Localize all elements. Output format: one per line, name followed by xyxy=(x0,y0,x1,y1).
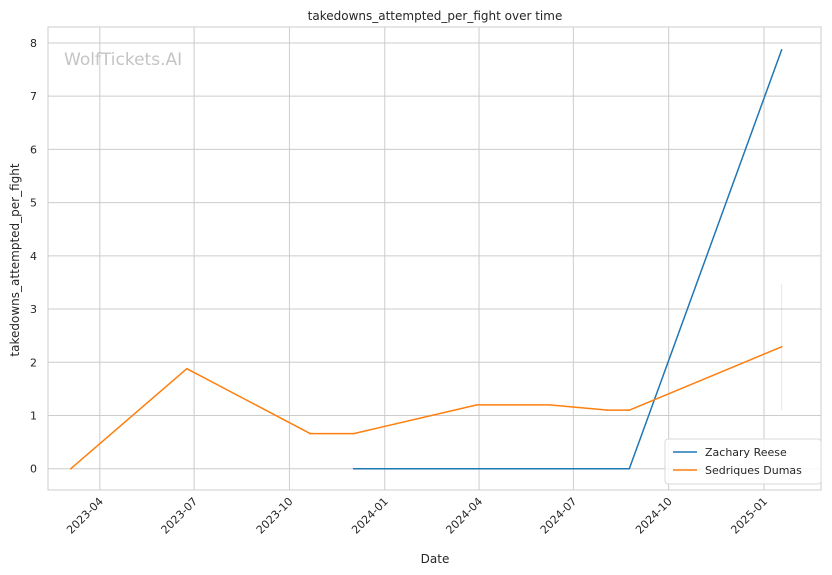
legend-label-sedriques-dumas: Sedriques Dumas xyxy=(705,464,802,477)
y-axis-title: takedowns_attempted_per_fight xyxy=(8,163,22,356)
x-tick-label: 2024-01 xyxy=(349,495,391,537)
data-point-zachary-reese xyxy=(352,467,355,470)
data-point-zachary-reese xyxy=(628,467,631,470)
data-point-sedriques-dumas xyxy=(548,404,551,406)
x-tick-label: 2023-07 xyxy=(159,495,201,537)
data-point-sedriques-dumas xyxy=(352,432,355,435)
data-point-sedriques-dumas xyxy=(628,409,631,411)
y-tick-label: 2 xyxy=(30,356,37,369)
legend-label-zachary-reese: Zachary Reese xyxy=(705,446,787,459)
data-point-zachary-reese xyxy=(780,49,783,51)
x-tick-label: 2024-07 xyxy=(538,495,580,537)
x-tick-label: 2025-01 xyxy=(728,495,770,537)
data-point-sedriques-dumas xyxy=(69,467,72,470)
y-tick-label: 7 xyxy=(30,90,37,103)
y-tick-label: 0 xyxy=(30,463,37,476)
y-tick-label: 8 xyxy=(30,37,37,50)
y-tick-label: 1 xyxy=(30,409,37,422)
y-tick-label: 4 xyxy=(30,250,37,263)
series-lines xyxy=(69,49,783,470)
grid-lines xyxy=(48,27,821,490)
y-tick-label: 6 xyxy=(30,143,37,156)
y-tick-label: 5 xyxy=(30,197,37,210)
watermark-text: WolfTickets.AI xyxy=(64,50,182,70)
x-tick-label: 2024-10 xyxy=(633,495,675,537)
x-tick-label: 2023-04 xyxy=(64,495,106,537)
data-point-sedriques-dumas xyxy=(186,367,188,370)
data-point-sedriques-dumas xyxy=(780,346,783,348)
y-tick-label: 3 xyxy=(30,303,37,316)
legend-box xyxy=(664,438,822,485)
legend: Zachary Reese Sedriques Dumas xyxy=(664,438,822,485)
y-tick-labels: 0 1 2 3 4 5 6 7 8 xyxy=(30,37,37,476)
data-point-sedriques-dumas xyxy=(309,432,311,435)
plot-frame xyxy=(47,26,822,491)
x-tick-label: 2023-10 xyxy=(254,495,296,537)
chart-title: takedowns_attempted_per_fight over time xyxy=(308,9,563,23)
x-tick-labels: 2023-04 2023-07 2023-10 2024-01 2024-04 2024-… xyxy=(64,495,770,537)
x-tick-label: 2024-04 xyxy=(443,495,485,537)
x-axis-title: Date xyxy=(421,552,450,566)
data-point-sedriques-dumas xyxy=(606,409,609,411)
data-point-sedriques-dumas xyxy=(476,404,478,406)
